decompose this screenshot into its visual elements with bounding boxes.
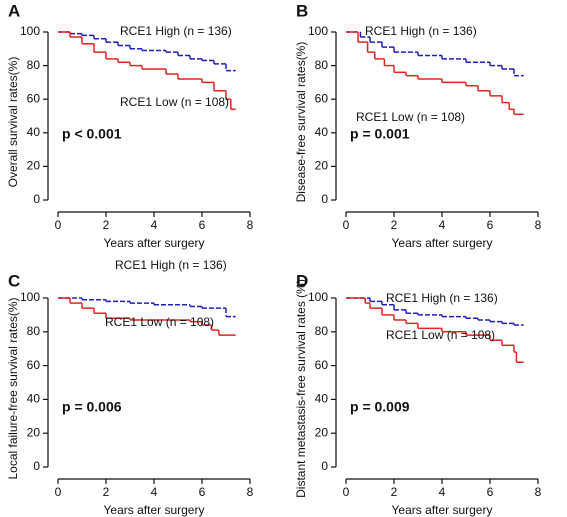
- y-tick-label: 20: [315, 425, 329, 439]
- x-tick-label: 2: [391, 485, 398, 499]
- x-tick-label: 4: [151, 218, 158, 232]
- series-label: RCE1 High (n = 136): [386, 291, 498, 305]
- x-tick-label: 2: [103, 485, 110, 499]
- y-tick-label: 40: [27, 392, 41, 406]
- y-axis-label: Distant metastasis-free survival rates (…: [294, 279, 308, 498]
- x-tick-label: 6: [199, 485, 206, 499]
- y-tick-label: 100: [20, 290, 40, 304]
- x-tick-label: 6: [487, 485, 494, 499]
- y-tick-label: 0: [321, 459, 328, 473]
- y-tick-label: 40: [315, 125, 329, 139]
- x-tick-label: 6: [199, 218, 206, 232]
- p-value: p = 0.001: [350, 126, 410, 142]
- x-tick-label: 4: [439, 485, 446, 499]
- x-tick-label: 2: [103, 218, 110, 232]
- x-tick-label: 2: [391, 218, 398, 232]
- x-axis-label: Years after surgery: [392, 503, 493, 517]
- p-value: p = 0.006: [62, 399, 122, 415]
- x-tick-label: 0: [55, 485, 62, 499]
- y-tick-label: 100: [20, 24, 40, 38]
- y-tick-label: 0: [321, 192, 328, 206]
- x-tick-label: 4: [439, 218, 446, 232]
- series-label: RCE1 High (n = 136): [115, 258, 227, 272]
- x-tick-label: 6: [487, 218, 494, 232]
- y-axis-label: Overall survival rates(%): [6, 57, 20, 188]
- x-tick-label: 0: [343, 485, 350, 499]
- x-tick-label: 4: [151, 485, 158, 499]
- panel-label: C: [8, 271, 20, 290]
- y-tick-label: 80: [27, 324, 41, 338]
- y-tick-label: 40: [27, 125, 41, 139]
- y-tick-label: 100: [308, 24, 328, 38]
- x-axis-label: Years after surgery: [392, 236, 493, 250]
- y-tick-label: 20: [27, 425, 41, 439]
- y-tick-label: 60: [315, 358, 329, 372]
- x-tick-label: 8: [535, 218, 542, 232]
- panel-label: A: [8, 1, 20, 20]
- x-tick-label: 0: [343, 218, 350, 232]
- y-tick-label: 80: [315, 58, 329, 72]
- y-tick-label: 60: [315, 91, 329, 105]
- y-tick-label: 60: [27, 358, 41, 372]
- y-tick-label: 80: [27, 58, 41, 72]
- series-label: RCE1 Low (n = 108): [356, 110, 465, 124]
- series-label: RCE1 Low (n = 108): [105, 315, 214, 329]
- y-tick-label: 100: [308, 290, 328, 304]
- y-tick-label: 20: [315, 159, 329, 173]
- series-label: RCE1 High (n = 136): [120, 24, 232, 38]
- y-tick-label: 20: [27, 159, 41, 173]
- y-tick-label: 0: [33, 192, 40, 206]
- y-tick-label: 40: [315, 392, 329, 406]
- x-tick-label: 0: [55, 218, 62, 232]
- y-tick-label: 80: [315, 324, 329, 338]
- x-tick-label: 8: [247, 485, 254, 499]
- panel-label: D: [296, 271, 308, 290]
- x-axis-label: Years after surgery: [104, 236, 205, 250]
- series-label: RCE1 High (n = 136): [365, 24, 477, 38]
- series-label: RCE1 Low (n = 108): [120, 95, 229, 109]
- y-tick-label: 60: [27, 91, 41, 105]
- x-tick-label: 8: [535, 485, 542, 499]
- p-value: p = 0.009: [350, 399, 410, 415]
- series-label: RCE1 Low (n = 108): [386, 328, 495, 342]
- x-tick-label: 8: [247, 218, 254, 232]
- y-axis-label: Local failure-free survival rates(%): [6, 297, 20, 479]
- panel-label: B: [296, 1, 308, 20]
- x-axis-label: Years after surgery: [104, 503, 205, 517]
- y-axis-label: Disease-free survival rates(%): [294, 42, 308, 203]
- p-value: p < 0.001: [62, 126, 122, 142]
- y-tick-label: 0: [33, 459, 40, 473]
